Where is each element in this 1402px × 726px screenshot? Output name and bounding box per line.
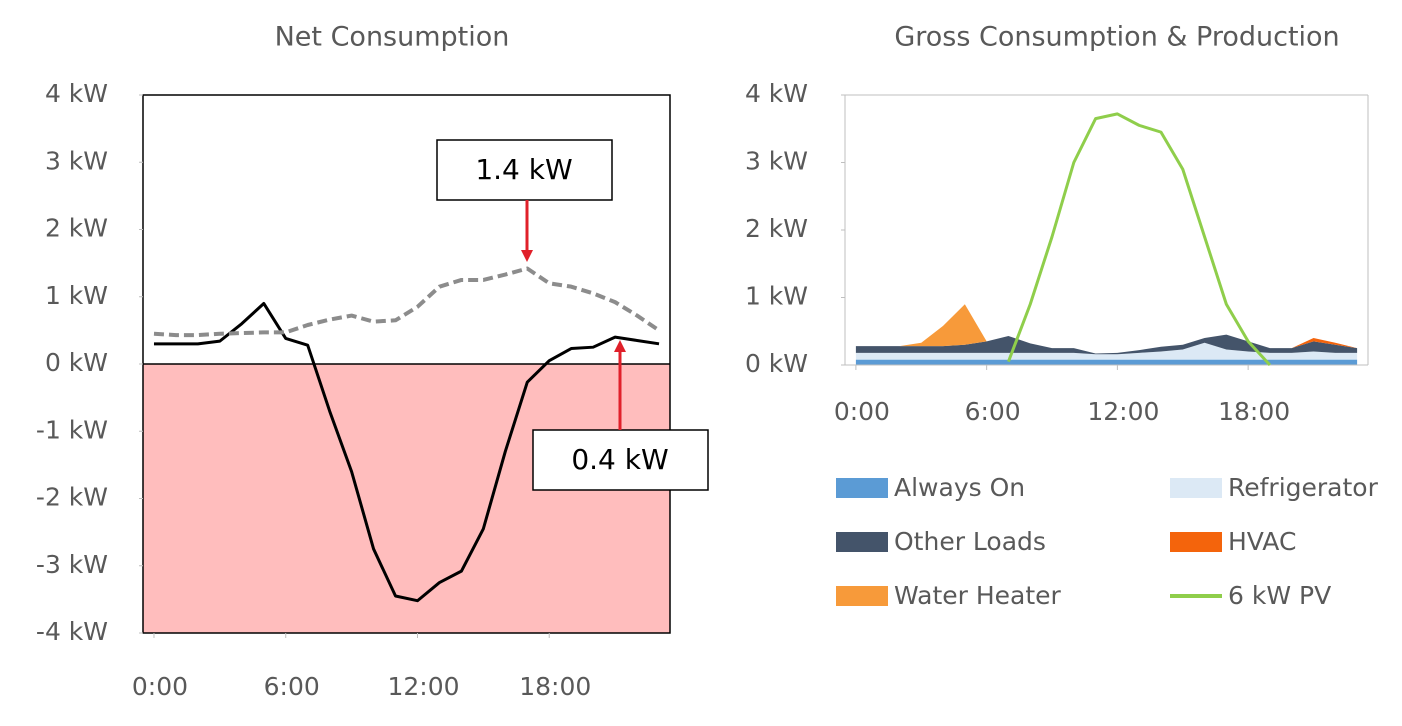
y-tick-label: 1 kW [745, 282, 808, 311]
area [855, 342, 1358, 360]
y-tick-label: 2 kW [745, 214, 808, 243]
arrow-head [521, 250, 533, 262]
y-tick-label: -2 kW [36, 483, 108, 512]
legend-label: Always On [894, 473, 1025, 502]
annotation-text: 0.4 kW [571, 443, 668, 476]
y-tick-label: 3 kW [45, 146, 108, 175]
x-tick-label: 6:00 [965, 397, 1021, 426]
line [153, 301, 660, 603]
legend-swatch [1170, 532, 1222, 552]
annotation-text: 1.4 kW [475, 153, 572, 186]
negative-region [143, 364, 670, 633]
line [1007, 112, 1272, 367]
legend-label: Water Heater [894, 581, 1062, 610]
x-tick-label: 0:00 [132, 672, 188, 701]
y-tick-label: -1 kW [36, 415, 108, 444]
x-tick-label: 0:00 [834, 397, 890, 426]
legend-swatch [836, 586, 888, 606]
legend-label: Refrigerator [1228, 473, 1379, 502]
y-tick-label: 2 kW [45, 214, 108, 243]
y-tick-label: 1 kW [45, 281, 108, 310]
area [855, 359, 1358, 365]
legend-swatch [836, 478, 888, 498]
annotation-box [532, 429, 709, 491]
y-tick-label: 0 kW [45, 348, 108, 377]
area [855, 304, 1358, 354]
chart-title: Net Consumption [275, 22, 510, 53]
legend-swatch [1170, 478, 1222, 498]
y-tick-label: 4 kW [45, 79, 108, 108]
y-tick-label: -3 kW [36, 550, 108, 579]
x-tick-label: 18:00 [519, 672, 591, 701]
y-tick-label: 0 kW [745, 349, 808, 378]
legend-label: HVAC [1228, 527, 1296, 556]
annotation-box [436, 139, 613, 201]
legend-label: Other Loads [894, 527, 1046, 556]
line [153, 266, 661, 338]
x-tick-label: 18:00 [1218, 397, 1290, 426]
y-tick-label: -4 kW [36, 617, 108, 646]
y-tick-label: 4 kW [745, 79, 808, 108]
x-tick-label: 6:00 [264, 672, 320, 701]
area [855, 334, 1358, 355]
legend-label: 6 kW PV [1228, 581, 1331, 610]
arrow-head [614, 340, 626, 352]
x-tick-label: 12:00 [1087, 397, 1159, 426]
y-tick-label: 3 kW [745, 147, 808, 176]
chart-title: Gross Consumption & Production [894, 22, 1339, 53]
x-tick-label: 12:00 [387, 672, 459, 701]
legend-swatch [836, 532, 888, 552]
